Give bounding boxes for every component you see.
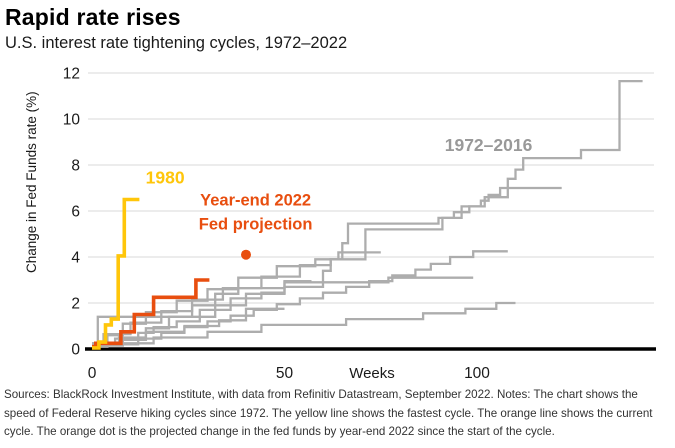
series-cycle-2022-current xyxy=(92,278,210,349)
y-tick-0: 0 xyxy=(71,342,80,359)
y-tick-10: 10 xyxy=(63,112,81,129)
series-cycle-1972-2016-g xyxy=(92,276,474,347)
y-axis-label: Change in Fed Funds rate (%) xyxy=(24,91,39,273)
y-tick-6: 6 xyxy=(71,204,80,221)
y-tick-12: 12 xyxy=(63,66,80,83)
series-cycle-1980-fastest xyxy=(92,197,140,350)
x-tick-100: 100 xyxy=(464,365,490,382)
y-tick-2: 2 xyxy=(71,296,80,313)
x-tick-50: 50 xyxy=(276,365,294,382)
series-cycle-1972-2016-h xyxy=(92,307,285,345)
chart-subtitle: U.S. interest rate tightening cycles, 19… xyxy=(5,34,348,52)
source-notes: Sources: BlackRock Investment Institute,… xyxy=(4,388,653,439)
series-cycle-1972-2016-d xyxy=(92,301,516,345)
label-1980: 1980 xyxy=(146,167,185,187)
y-tick-4: 4 xyxy=(71,250,80,267)
series-cycle-1972-2016-b xyxy=(92,186,562,347)
series-cycle-1972-2016-a xyxy=(92,79,643,348)
x-tick-0: 0 xyxy=(88,365,97,382)
label-projection-line2: Fed projection xyxy=(199,215,313,233)
page-title: Rapid rate rises xyxy=(5,4,181,30)
chart-canvas: 0 2 4 6 8 10 12 Change in Fed Funds rate (%) 0 50… xyxy=(24,66,656,382)
label-1972-2016: 1972–2016 xyxy=(445,135,533,155)
chart-area: 0 2 4 6 8 10 12 Change in Fed Funds rate (%) 0 50… xyxy=(0,60,675,390)
projection-dot xyxy=(241,249,251,260)
label-projection-line1: Year-end 2022 xyxy=(200,191,311,209)
y-tick-8: 8 xyxy=(71,158,80,175)
x-axis-label: Weeks xyxy=(349,365,395,382)
